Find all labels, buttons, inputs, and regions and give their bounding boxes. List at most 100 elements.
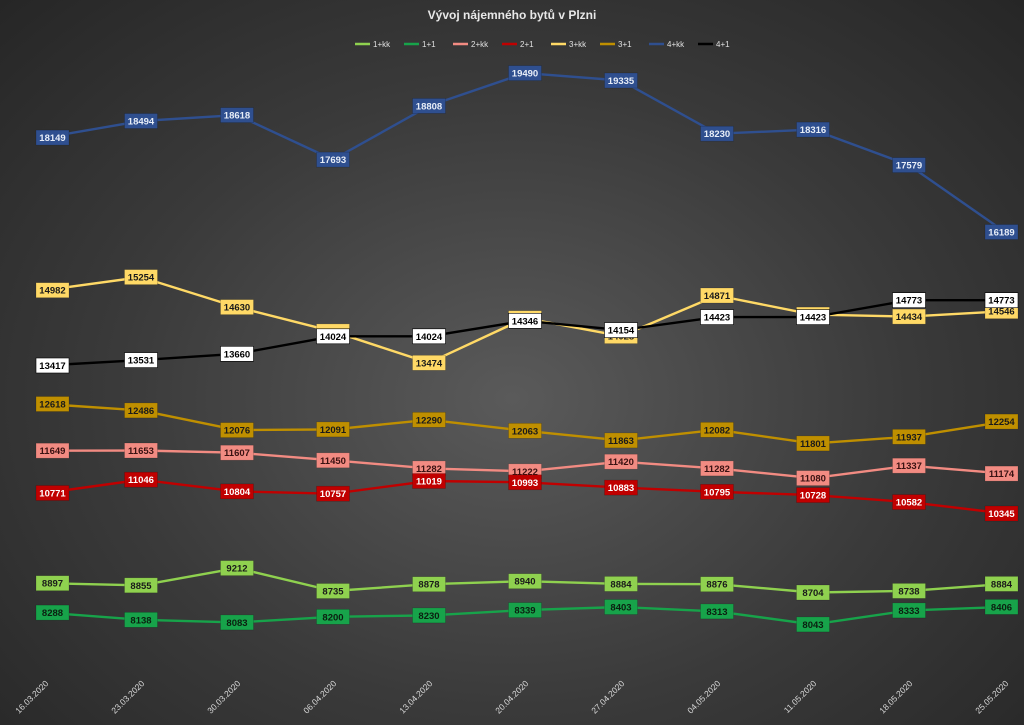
data-label-box	[412, 607, 446, 624]
data-label-box	[220, 345, 254, 362]
data-label: 15254	[124, 269, 158, 285]
data-label-text: 8138	[130, 615, 151, 626]
data-label-box	[700, 483, 734, 500]
data-label: 14024	[316, 328, 350, 345]
data-label-text: 18230	[704, 129, 730, 140]
x-axis: 16.03.2020 23.03.2020 30.03.2020 06.04.2020…	[13, 678, 1010, 715]
legend-label: 3+1	[618, 40, 632, 49]
data-label-text: 8333	[898, 606, 919, 617]
data-label-text: 10728	[800, 491, 826, 502]
x-tick-label: 23.03.2020	[109, 678, 146, 715]
data-label-text: 18494	[128, 117, 155, 128]
data-label: 11607	[220, 444, 254, 461]
data-label-text: 11937	[896, 432, 922, 443]
data-label: 16189	[984, 224, 1019, 240]
data-label-text: 10771	[39, 489, 66, 500]
data-label-text: 10582	[896, 498, 922, 509]
data-label: 14154	[604, 322, 638, 338]
x-tick-label: 20.04.2020	[493, 678, 530, 715]
data-label-text: 17693	[320, 155, 346, 166]
data-label-text: 11420	[608, 457, 634, 468]
data-label-box	[604, 432, 638, 449]
data-label: 10771	[35, 485, 70, 501]
data-label-box	[892, 602, 926, 619]
legend-item: 3+kk	[551, 40, 587, 49]
data-label: 12486	[124, 402, 158, 419]
data-label: 12076	[220, 422, 254, 438]
data-label: 12082	[700, 421, 734, 438]
data-label: 18316	[796, 121, 830, 138]
x-tick-label: 04.05.2020	[685, 678, 722, 715]
data-label-box	[220, 483, 254, 500]
data-label: 14346	[508, 312, 542, 329]
data-label: 11337	[892, 457, 926, 474]
data-label: 11450	[316, 452, 350, 469]
data-label-text: 14630	[224, 303, 250, 314]
data-label: 19335	[604, 72, 638, 89]
data-label-box	[220, 614, 254, 631]
data-label: 13474	[412, 354, 446, 371]
data-label-box	[220, 560, 254, 576]
data-label-box	[984, 292, 1019, 309]
data-label-box	[796, 487, 830, 503]
data-label-box	[124, 611, 158, 628]
x-tick-label: 30.03.2020	[205, 678, 242, 715]
data-label-text: 18618	[224, 111, 250, 122]
data-label-box	[220, 444, 254, 461]
data-label-text: 12076	[224, 426, 250, 437]
data-label-box	[796, 470, 830, 486]
data-label: 8333	[892, 602, 926, 619]
legend-label: 4+kk	[667, 40, 685, 49]
data-label-box	[604, 576, 638, 592]
data-label-text: 14434	[896, 312, 923, 323]
data-label: 8878	[412, 576, 446, 593]
legend-label: 2+kk	[471, 40, 489, 49]
data-label: 8230	[412, 607, 446, 624]
data-label-text: 15254	[128, 273, 155, 284]
data-label: 8876	[700, 576, 734, 593]
data-label-box	[508, 474, 542, 491]
data-label-text: 12063	[512, 426, 538, 437]
data-label-box	[984, 224, 1019, 240]
data-label-text: 11653	[128, 446, 154, 457]
data-label: 8897	[35, 575, 70, 592]
data-label-text: 10757	[320, 489, 346, 500]
x-tick-label: 18.05.2020	[877, 678, 914, 715]
data-label-text: 10883	[608, 483, 634, 494]
data-label: 13660	[220, 345, 254, 362]
data-label: 10728	[796, 487, 830, 503]
data-label-text: 8878	[418, 580, 439, 591]
data-label: 8884	[984, 576, 1019, 592]
data-label-text: 11282	[704, 464, 730, 475]
data-label-box	[35, 129, 70, 146]
data-label-box	[316, 452, 350, 469]
data-label-text: 8876	[706, 580, 727, 591]
data-label-box	[508, 573, 542, 590]
data-label-box	[700, 287, 734, 304]
data-label-text: 12486	[128, 406, 154, 417]
data-label: 14024	[412, 328, 446, 345]
data-label: 14871	[700, 287, 734, 304]
data-label-text: 11863	[608, 436, 634, 447]
data-label: 12063	[508, 422, 542, 439]
legend-item: 3+1	[600, 40, 632, 49]
data-label-text: 10804	[224, 487, 251, 498]
data-label-box	[124, 442, 158, 459]
data-label-text: 11337	[896, 461, 922, 472]
data-label-text: 17579	[896, 161, 922, 172]
data-label-text: 13474	[416, 358, 443, 369]
data-label-text: 8288	[42, 608, 63, 619]
data-label: 11863	[604, 432, 638, 449]
data-label: 10795	[700, 483, 734, 500]
data-label-text: 10345	[988, 509, 1015, 520]
data-label: 14773	[892, 292, 926, 309]
data-label-box	[316, 151, 350, 168]
data-label-box	[412, 354, 446, 371]
data-label-box	[604, 599, 638, 615]
data-label: 18494	[124, 113, 158, 129]
data-label: 10883	[604, 479, 638, 496]
data-label-text: 11282	[416, 464, 442, 475]
data-label: 11649	[35, 442, 70, 459]
data-label-box	[700, 576, 734, 593]
data-label-box	[604, 479, 638, 496]
